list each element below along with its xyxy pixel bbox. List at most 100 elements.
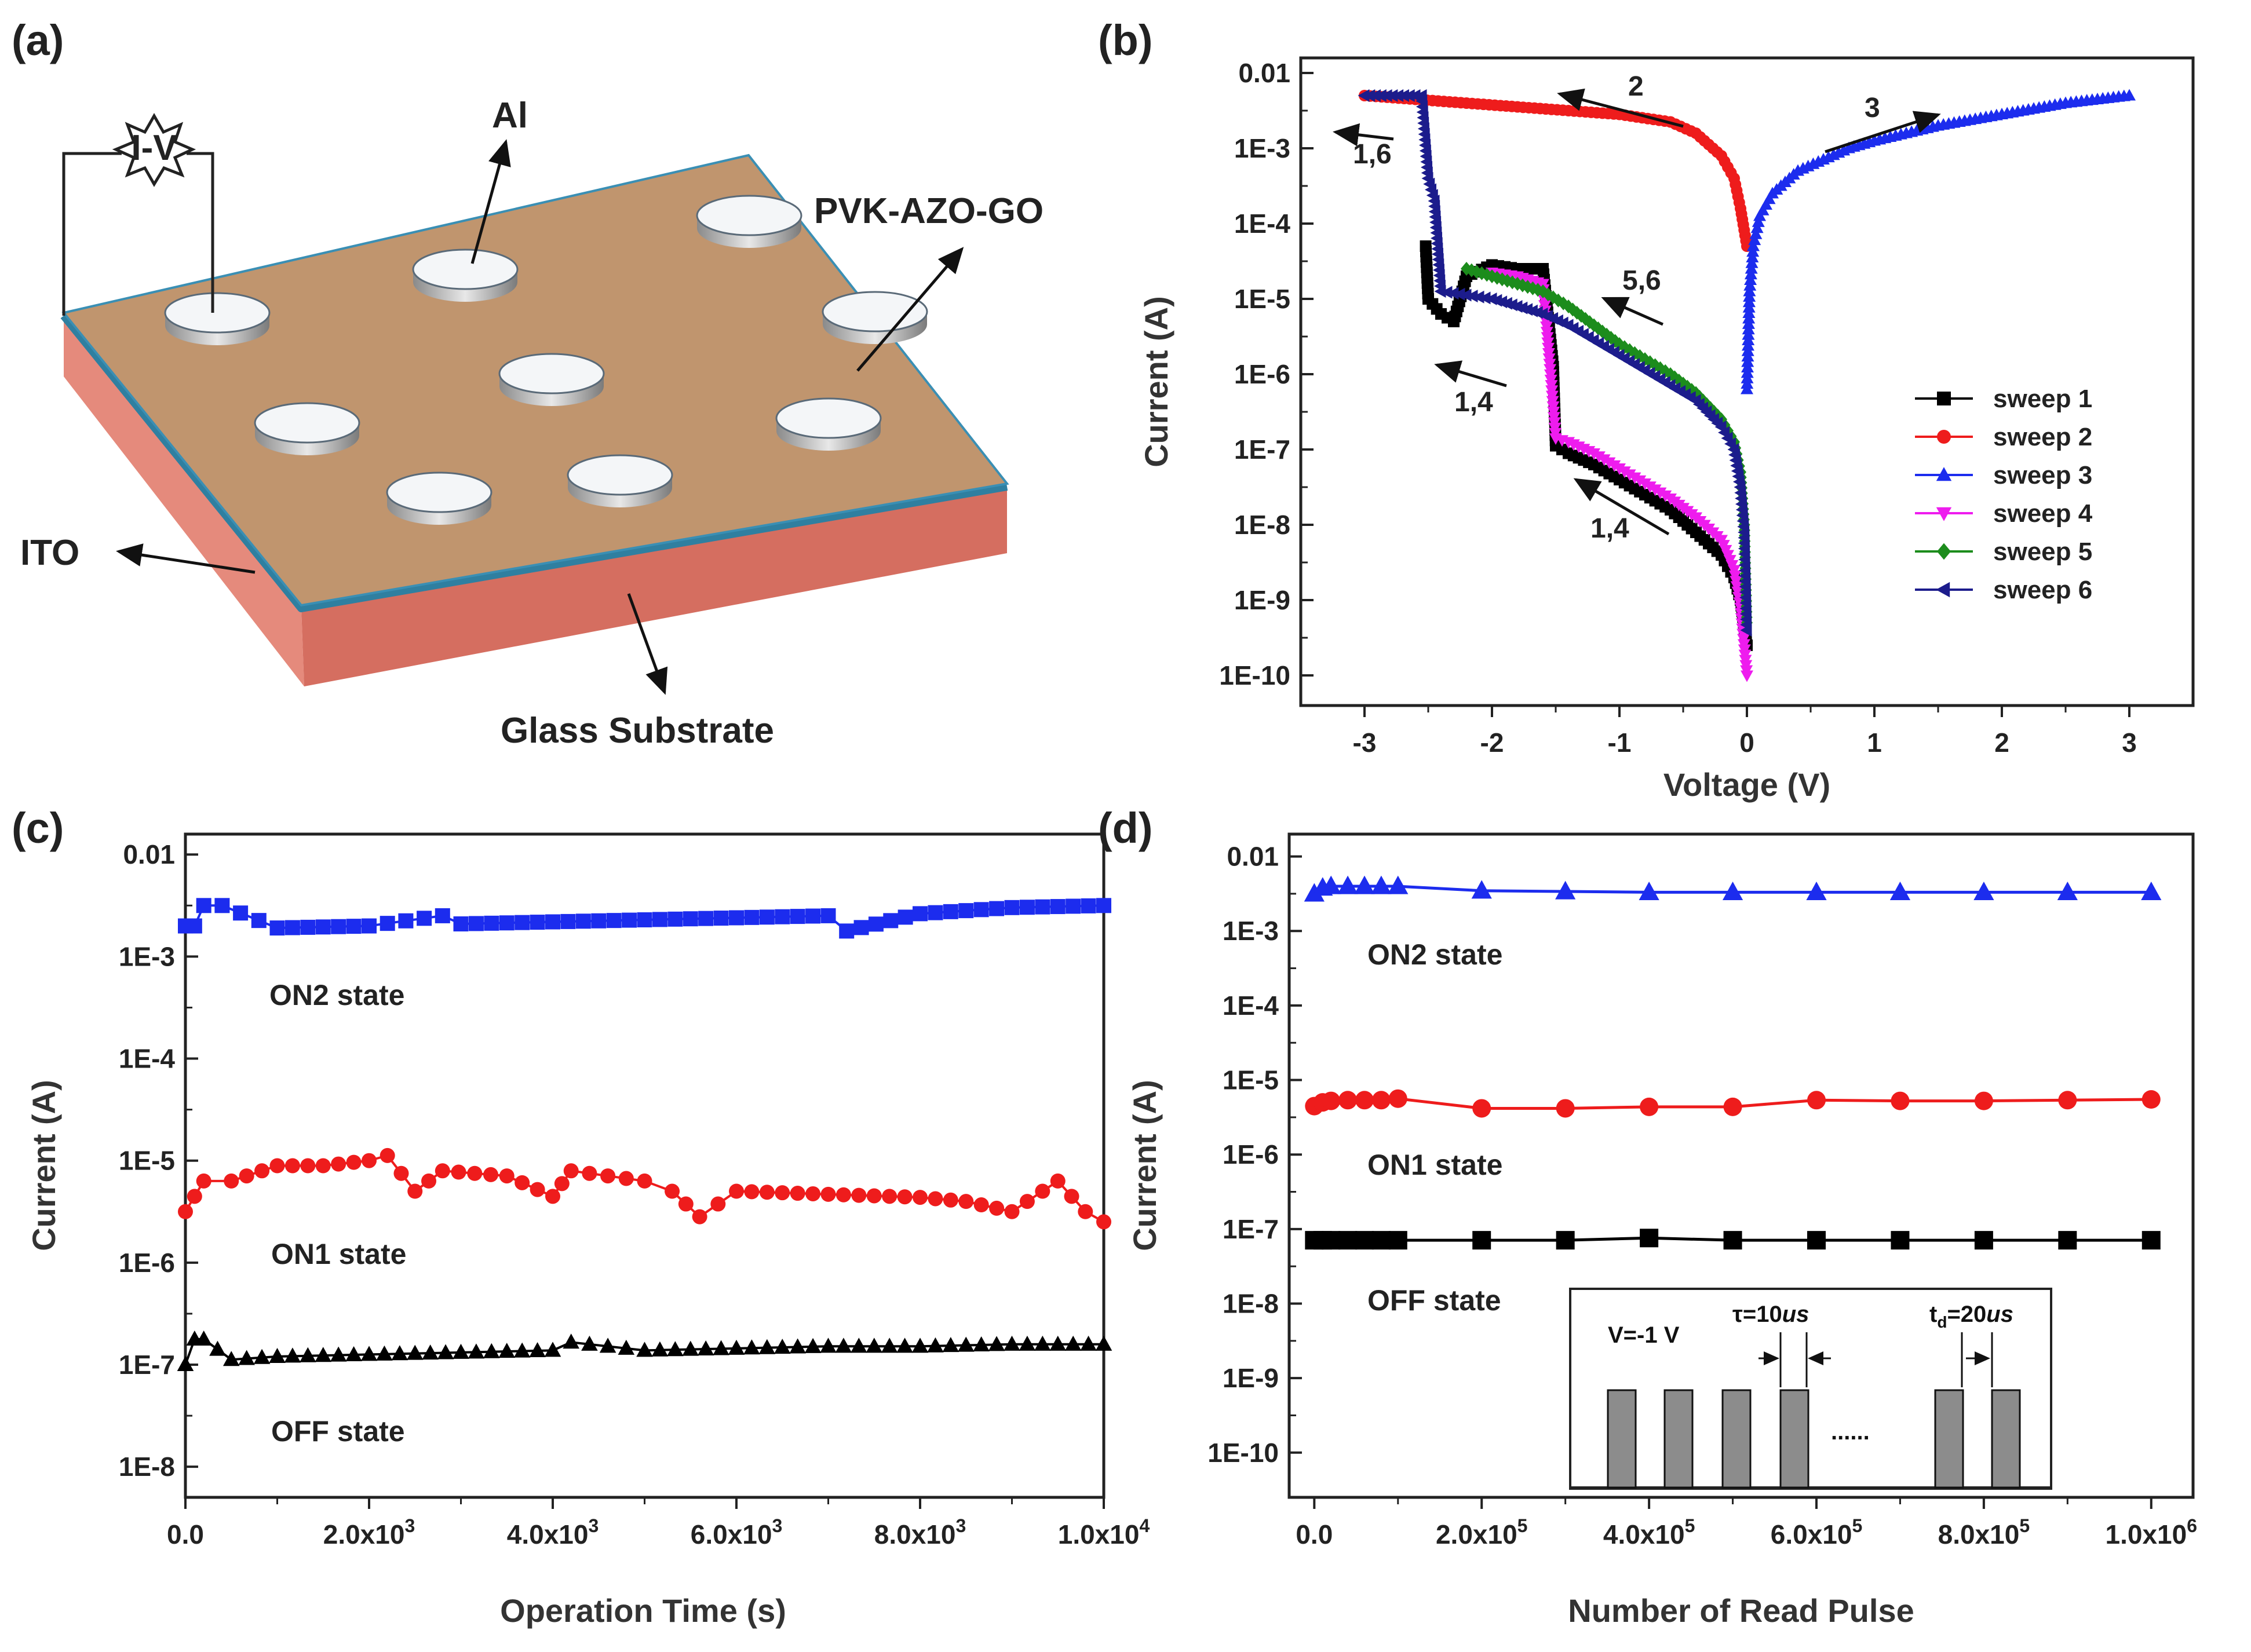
film-arrow [856,247,964,372]
data-point [1355,1091,1374,1110]
y-tick-label: 1E-8 [1223,1289,1279,1319]
arrow-1-4-lower [1573,478,1670,536]
data-point [820,1337,837,1353]
series-line [1746,94,2130,390]
data-point [1807,1231,1826,1250]
data-point [1019,1335,1036,1351]
data-point [835,1337,852,1353]
data-point [1547,412,1560,424]
data-point [682,1340,699,1356]
data-point [744,909,760,925]
data-point [269,920,285,936]
data-point [1549,433,1562,445]
data-point [582,1165,597,1181]
legend-item: sweep 3 [1915,461,2092,489]
data-point [683,911,698,927]
y-tick-label: 1E-6 [1223,1139,1279,1169]
data-point [882,1189,898,1204]
legend-label: sweep 5 [1993,538,2092,566]
data-point [1547,407,1560,419]
inset-tau-label: τ=10us [1732,1302,1809,1327]
state-label-on2: ON2 state [1367,938,1502,971]
y-tick-label: 1E-3 [1234,133,1290,163]
data-point [1337,875,1358,894]
data-point [651,1341,669,1357]
annotation-1-4-lower: 1,4 [1590,513,1629,544]
legend-marker [1936,582,1950,598]
data-point [345,1346,362,1362]
retention-chart: 0.01 1E-3 1E-4 1E-5 1E-6 1E-7 1E-8 0.0 2.0x103 4.… [25,832,1150,1629]
annotation-3: 3 [1865,93,1880,123]
data-point [729,1183,744,1199]
data-point [866,1188,882,1204]
y-tick-label: 1E-8 [119,1452,175,1482]
series-on2-state [1304,875,2162,902]
data-point [284,1158,300,1174]
data-point [196,1173,211,1189]
al-electrode [822,291,928,344]
data-point [1552,293,1564,308]
data-point [1807,1091,1826,1110]
data-point [1728,570,1742,582]
data-point [606,913,622,929]
data-point [1891,1091,1910,1110]
iv-wire [62,152,122,316]
data-point [928,1191,943,1207]
data-point [839,923,855,939]
x-tick-label: 0.0 [1296,1519,1333,1549]
x-tick-label: 2 [1994,728,2009,758]
data-point [805,908,821,924]
data-point [1973,881,1994,900]
data-point [1388,875,1409,894]
data-point [1472,290,1484,304]
data-point [1727,443,1739,456]
data-point [896,1337,913,1353]
data-point [563,1333,579,1349]
data-point [1064,1189,1079,1204]
series-off-state [177,1331,1112,1372]
data-point [637,912,652,927]
panel-b-letter: (b) [1098,16,1153,64]
legend-label: sweep 6 [1993,576,2092,604]
iv-source: I-V [62,112,214,316]
x-tick-label: 0.0 [167,1519,204,1549]
data-point [868,916,884,932]
data-point [1354,875,1375,894]
electrode-top [822,291,928,332]
data-point [1544,364,1557,376]
data-point [1035,1183,1050,1199]
series-line [1313,885,2151,895]
data-point [1440,286,1453,299]
ito-label: ITO [20,533,79,573]
data-point [2141,881,2162,900]
legend-item: sweep 2 [1915,423,2092,451]
data-point [665,1183,680,1199]
data-point [1750,221,1764,233]
data-point [1358,89,1370,102]
data-point [1081,898,1096,913]
data-point [1050,899,1066,915]
series-group [177,898,1112,1372]
data-point [544,1342,561,1357]
state-label-on1: ON1 state [271,1238,406,1270]
data-point [1555,880,1576,900]
data-point [196,898,211,913]
data-point [958,1194,974,1209]
al-electrode [412,248,519,302]
series-sweep-6 [1358,89,1752,637]
data-point [407,1183,423,1199]
data-point [2058,1231,2077,1250]
data-point [545,914,560,930]
pulse-bar [1779,1389,1809,1489]
data-point [315,1347,332,1362]
data-point [897,1189,913,1205]
glass-substrate-front-face [64,316,304,686]
data-point [1748,233,1761,246]
data-point [422,1344,439,1360]
data-point [913,1190,928,1205]
state-label-on2: ON2 state [269,979,404,1011]
data-point [1035,899,1050,915]
data-point [1543,359,1556,371]
y-tick-label: 0.01 [1227,842,1279,872]
y-tick-label: 1E-7 [119,1350,175,1380]
